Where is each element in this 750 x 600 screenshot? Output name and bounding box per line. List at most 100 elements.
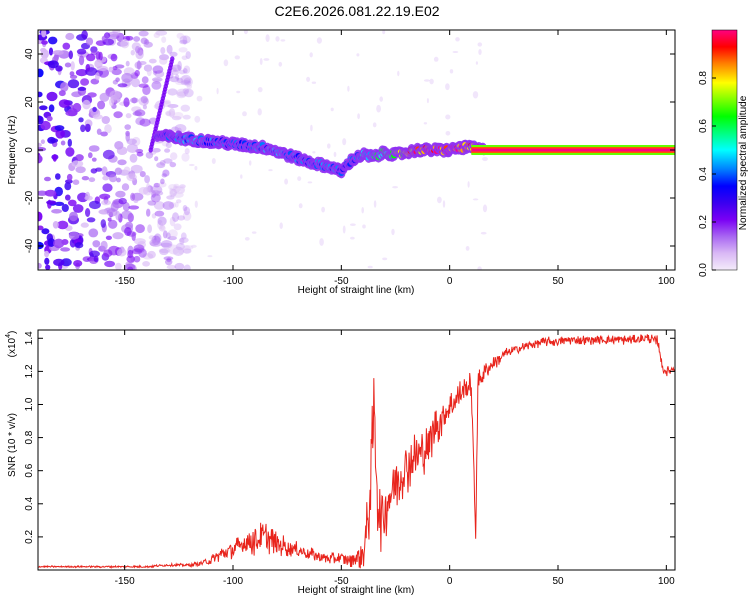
noise-cell	[179, 35, 191, 44]
noise-cell	[376, 104, 381, 113]
noise-cell	[133, 36, 141, 42]
noise-cell	[452, 51, 459, 53]
y-tick-label: 0.4	[24, 496, 35, 510]
noise-cell	[248, 160, 252, 166]
noise-cell	[121, 72, 133, 83]
noise-cell	[76, 48, 87, 55]
noise-cell	[102, 175, 110, 181]
x-tick-label: -100	[223, 276, 243, 287]
noise-cell	[41, 228, 50, 235]
noise-cell	[372, 122, 377, 128]
snr-y-ticks: 0.2 0.4 0.6 0.8 1.0 1.2 1.4	[24, 331, 675, 544]
noise-cell	[146, 67, 152, 77]
noise-cell	[449, 69, 454, 74]
noise-cell	[109, 174, 117, 183]
noise-cell	[88, 228, 99, 238]
snr-x-label: Height of straight line (km)	[298, 585, 415, 596]
noise-cell	[321, 206, 325, 213]
noise-cell	[194, 166, 198, 171]
noise-cell	[181, 55, 188, 61]
x-tick-label: 100	[658, 276, 675, 287]
noise-cell	[186, 84, 192, 90]
noise-cell	[65, 147, 75, 157]
noise-cell	[148, 235, 155, 240]
colorbar: 0.0 0.2 0.4 0.6 0.8 Normalized spectral ampl…	[698, 29, 749, 277]
noise-cell	[141, 76, 149, 84]
y-tick-label: -40	[24, 238, 35, 253]
noise-cell	[172, 69, 179, 76]
noise-cell	[38, 91, 43, 98]
noise-cell	[39, 105, 48, 111]
noise-cell	[110, 53, 118, 62]
noise-cell	[242, 111, 247, 117]
spectrogram-y-label: Frequency (Hz)	[7, 116, 18, 185]
snr-y-multiplier: (x104)	[5, 331, 18, 358]
noise-cell	[80, 222, 89, 228]
noise-cell	[65, 32, 75, 41]
noise-cell	[263, 58, 270, 61]
noise-cell	[126, 173, 137, 182]
spectrogram-cells	[38, 30, 675, 270]
noise-cell	[93, 255, 99, 263]
noise-cell	[145, 151, 154, 159]
noise-cell	[182, 205, 188, 212]
noise-cell	[175, 80, 185, 86]
noise-cell	[196, 95, 203, 102]
noise-cell	[165, 110, 175, 117]
noise-cell	[178, 47, 188, 53]
noise-cell	[58, 99, 70, 108]
noise-cell	[134, 61, 143, 69]
noise-cell	[306, 76, 311, 82]
y-tick-label: 1.2	[24, 364, 35, 378]
noise-cell	[182, 114, 191, 120]
noise-cell	[62, 42, 71, 50]
noise-cell	[154, 233, 162, 243]
noise-cell	[135, 224, 145, 234]
noise-cell	[161, 36, 167, 43]
noise-cell	[160, 47, 166, 55]
noise-cell	[143, 41, 153, 48]
noise-cell	[38, 211, 43, 222]
noise-cell	[356, 53, 360, 57]
noise-cell	[45, 264, 51, 270]
noise-cell	[82, 99, 91, 110]
noise-cell	[121, 210, 133, 220]
noise-cell	[316, 37, 322, 44]
noise-cell	[169, 187, 174, 198]
x-tick-label: -50	[334, 576, 349, 587]
noise-cell	[135, 49, 144, 60]
noise-cell	[58, 90, 66, 97]
spectrogram-x-label: Height of straight line (km)	[298, 285, 415, 296]
noise-cell	[176, 199, 182, 204]
noise-cell	[85, 64, 91, 72]
noise-cell	[150, 193, 161, 203]
noise-cell	[104, 260, 116, 268]
noise-cell	[445, 131, 451, 136]
noise-cell	[166, 257, 172, 263]
noise-cell	[171, 67, 177, 73]
noise-cell	[72, 204, 84, 213]
noise-cell	[101, 35, 108, 42]
tone-band-core	[471, 148, 675, 152]
noise-cell	[284, 178, 288, 185]
noise-cell	[330, 107, 334, 112]
noise-cell	[78, 55, 85, 66]
noise-cell	[40, 139, 46, 144]
snr-line	[38, 334, 675, 569]
noise-cell	[176, 77, 184, 83]
noise-cell	[259, 58, 263, 65]
noise-cell	[99, 92, 110, 102]
noise-cell	[342, 225, 346, 234]
noise-cell	[173, 186, 185, 195]
noise-cell	[152, 70, 158, 75]
noise-cell	[279, 222, 283, 229]
noise-cell	[361, 207, 365, 214]
x-tick-label: 50	[552, 576, 564, 587]
noise-cell	[155, 30, 168, 36]
x-tick-label: -150	[115, 576, 135, 587]
noise-cell	[162, 230, 168, 239]
noise-cell	[168, 107, 176, 118]
noise-cell	[47, 60, 59, 69]
noise-cell	[182, 211, 192, 221]
noise-cell	[166, 264, 177, 270]
